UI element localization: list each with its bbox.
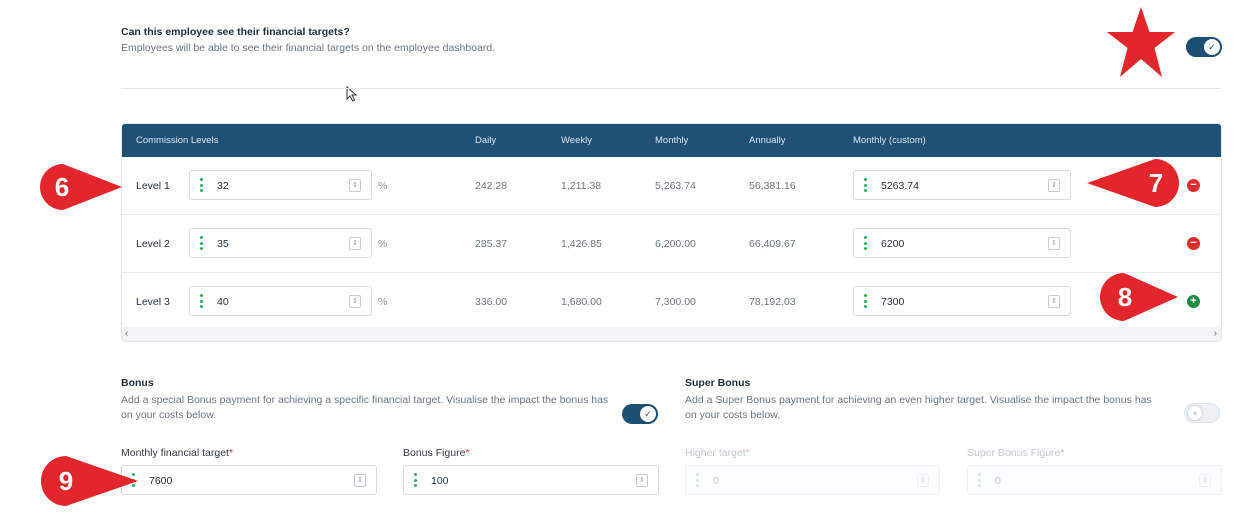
annually-value: 78,192.03 <box>749 296 796 308</box>
drag-handle-icon <box>414 473 417 487</box>
percent-unit: % <box>378 238 388 250</box>
callout-7-marker: 7 <box>1087 159 1179 207</box>
super-bonus-title: Super Bonus <box>685 377 751 389</box>
higher-target-label: Higher target* <box>685 447 750 459</box>
super-bonus-description: Add a Super Bonus payment for achieving … <box>685 394 1152 421</box>
table-header: Commission Levels Daily Weekly Monthly A… <box>122 124 1221 157</box>
monthly-target-input[interactable]: 7600 ⇕ <box>121 465 377 495</box>
percent-input[interactable]: 40 ⇕ <box>189 286 372 316</box>
callout-9-marker: 9 <box>40 456 139 506</box>
stepper-icon[interactable]: ⇕ <box>349 237 361 250</box>
remove-level-button[interactable]: − <box>1187 237 1200 250</box>
monthly-target-label: Monthly financial target* <box>121 447 234 459</box>
monthly-custom-input[interactable]: 5263.74 ⇕ <box>853 170 1071 200</box>
table-row: Level 1 32 ⇕ % 242.28 1,211.38 5,263.74 … <box>122 157 1221 215</box>
daily-value: 242.28 <box>475 180 508 192</box>
horizontal-scrollbar[interactable]: ‹ › <box>122 327 1221 341</box>
percent-unit: % <box>378 296 388 308</box>
drag-handle-icon <box>200 178 203 192</box>
bonus-title: Bonus <box>121 377 154 389</box>
stepper-icon[interactable]: ⇕ <box>1048 179 1060 192</box>
percent-input[interactable]: 32 ⇕ <box>189 170 372 200</box>
header-monthly: Monthly <box>655 135 689 146</box>
bonus-figure-label: Bonus Figure* <box>403 447 470 459</box>
drag-handle-icon <box>864 236 867 250</box>
daily-value: 336.00 <box>475 296 508 308</box>
monthly-value: 6,200.00 <box>655 238 696 250</box>
monthly-custom-input[interactable]: 7300 ⇕ <box>853 286 1071 316</box>
weekly-value: 1,426.85 <box>561 238 602 250</box>
annually-value: 66,409.67 <box>749 238 796 250</box>
percent-input[interactable]: 35 ⇕ <box>189 228 372 258</box>
check-icon: ✓ <box>640 406 656 422</box>
drag-handle-icon <box>864 178 867 192</box>
percent-unit: % <box>378 180 388 192</box>
stepper-icon[interactable]: ⇕ <box>917 474 929 487</box>
stepper-icon[interactable]: ⇕ <box>349 179 361 192</box>
header-monthly-custom: Monthly (custom) <box>853 135 926 146</box>
drag-handle-icon <box>978 473 981 487</box>
callout-6-label: 6 <box>55 172 69 202</box>
super-bonus-figure-input[interactable]: 0 ⇕ <box>967 465 1222 495</box>
level-label: Level 3 <box>136 296 170 308</box>
drag-handle-icon <box>696 473 699 487</box>
monthly-value: 7,300.00 <box>655 296 696 308</box>
stepper-icon[interactable]: ⇕ <box>349 295 361 308</box>
close-icon: × <box>1188 406 1202 420</box>
bonus-figure-input[interactable]: 100 ⇕ <box>403 465 659 495</box>
callout-9-label: 9 <box>59 466 73 496</box>
visibility-toggle[interactable]: ✓ <box>1186 37 1222 57</box>
mouse-cursor-icon <box>346 86 358 102</box>
stepper-icon[interactable]: ⇕ <box>1199 474 1211 487</box>
higher-target-input[interactable]: 0 ⇕ <box>685 465 940 495</box>
stepper-icon[interactable]: ⇕ <box>636 474 648 487</box>
stepper-icon[interactable]: ⇕ <box>1048 237 1060 250</box>
header-daily: Daily <box>475 135 497 146</box>
commission-table: Commission Levels Daily Weekly Monthly A… <box>121 123 1222 342</box>
header-weekly: Weekly <box>561 135 592 146</box>
section-divider <box>121 88 1221 89</box>
visibility-description: Employees will be able to see their fina… <box>121 42 496 54</box>
monthly-custom-input[interactable]: 6200 ⇕ <box>853 228 1071 258</box>
annually-value: 56,381.16 <box>749 180 796 192</box>
bonus-description: Add a special Bonus payment for achievin… <box>121 394 609 421</box>
scroll-right-icon[interactable]: › <box>1213 328 1217 339</box>
table-row: Level 3 40 ⇕ % 336.00 1,680.00 7,300.00 … <box>122 273 1221 331</box>
star-marker-icon <box>1107 7 1175 77</box>
super-bonus-figure-label: Super Bonus Figure* <box>967 447 1065 459</box>
weekly-value: 1,680.00 <box>561 296 602 308</box>
callout-8-marker: 8 <box>1100 273 1178 321</box>
level-label: Level 2 <box>136 238 170 250</box>
monthly-value: 5,263.74 <box>655 180 696 192</box>
daily-value: 285.37 <box>475 238 508 250</box>
drag-handle-icon <box>864 294 867 308</box>
drag-handle-icon <box>200 236 203 250</box>
callout-7-label: 7 <box>1149 168 1163 198</box>
callout-6-marker: 6 <box>40 164 122 210</box>
add-level-button[interactable]: + <box>1187 295 1200 308</box>
drag-handle-icon <box>200 294 203 308</box>
stepper-icon[interactable]: ⇕ <box>1048 295 1060 308</box>
check-icon: ✓ <box>1204 39 1220 55</box>
header-annually: Annually <box>749 135 786 146</box>
remove-level-button[interactable]: − <box>1187 179 1200 192</box>
level-label: Level 1 <box>136 180 170 192</box>
bonus-toggle[interactable]: ✓ <box>622 404 658 424</box>
scroll-left-icon[interactable]: ‹ <box>125 328 129 339</box>
header-commission-levels: Commission Levels <box>136 135 219 146</box>
super-bonus-toggle[interactable]: × <box>1184 403 1220 423</box>
stepper-icon[interactable]: ⇕ <box>354 474 366 487</box>
visibility-question: Can this employee see their financial ta… <box>121 26 350 38</box>
table-row: Level 2 35 ⇕ % 285.37 1,426.85 6,200.00 … <box>122 215 1221 273</box>
callout-8-label: 8 <box>1118 282 1132 312</box>
weekly-value: 1,211.38 <box>561 180 602 192</box>
